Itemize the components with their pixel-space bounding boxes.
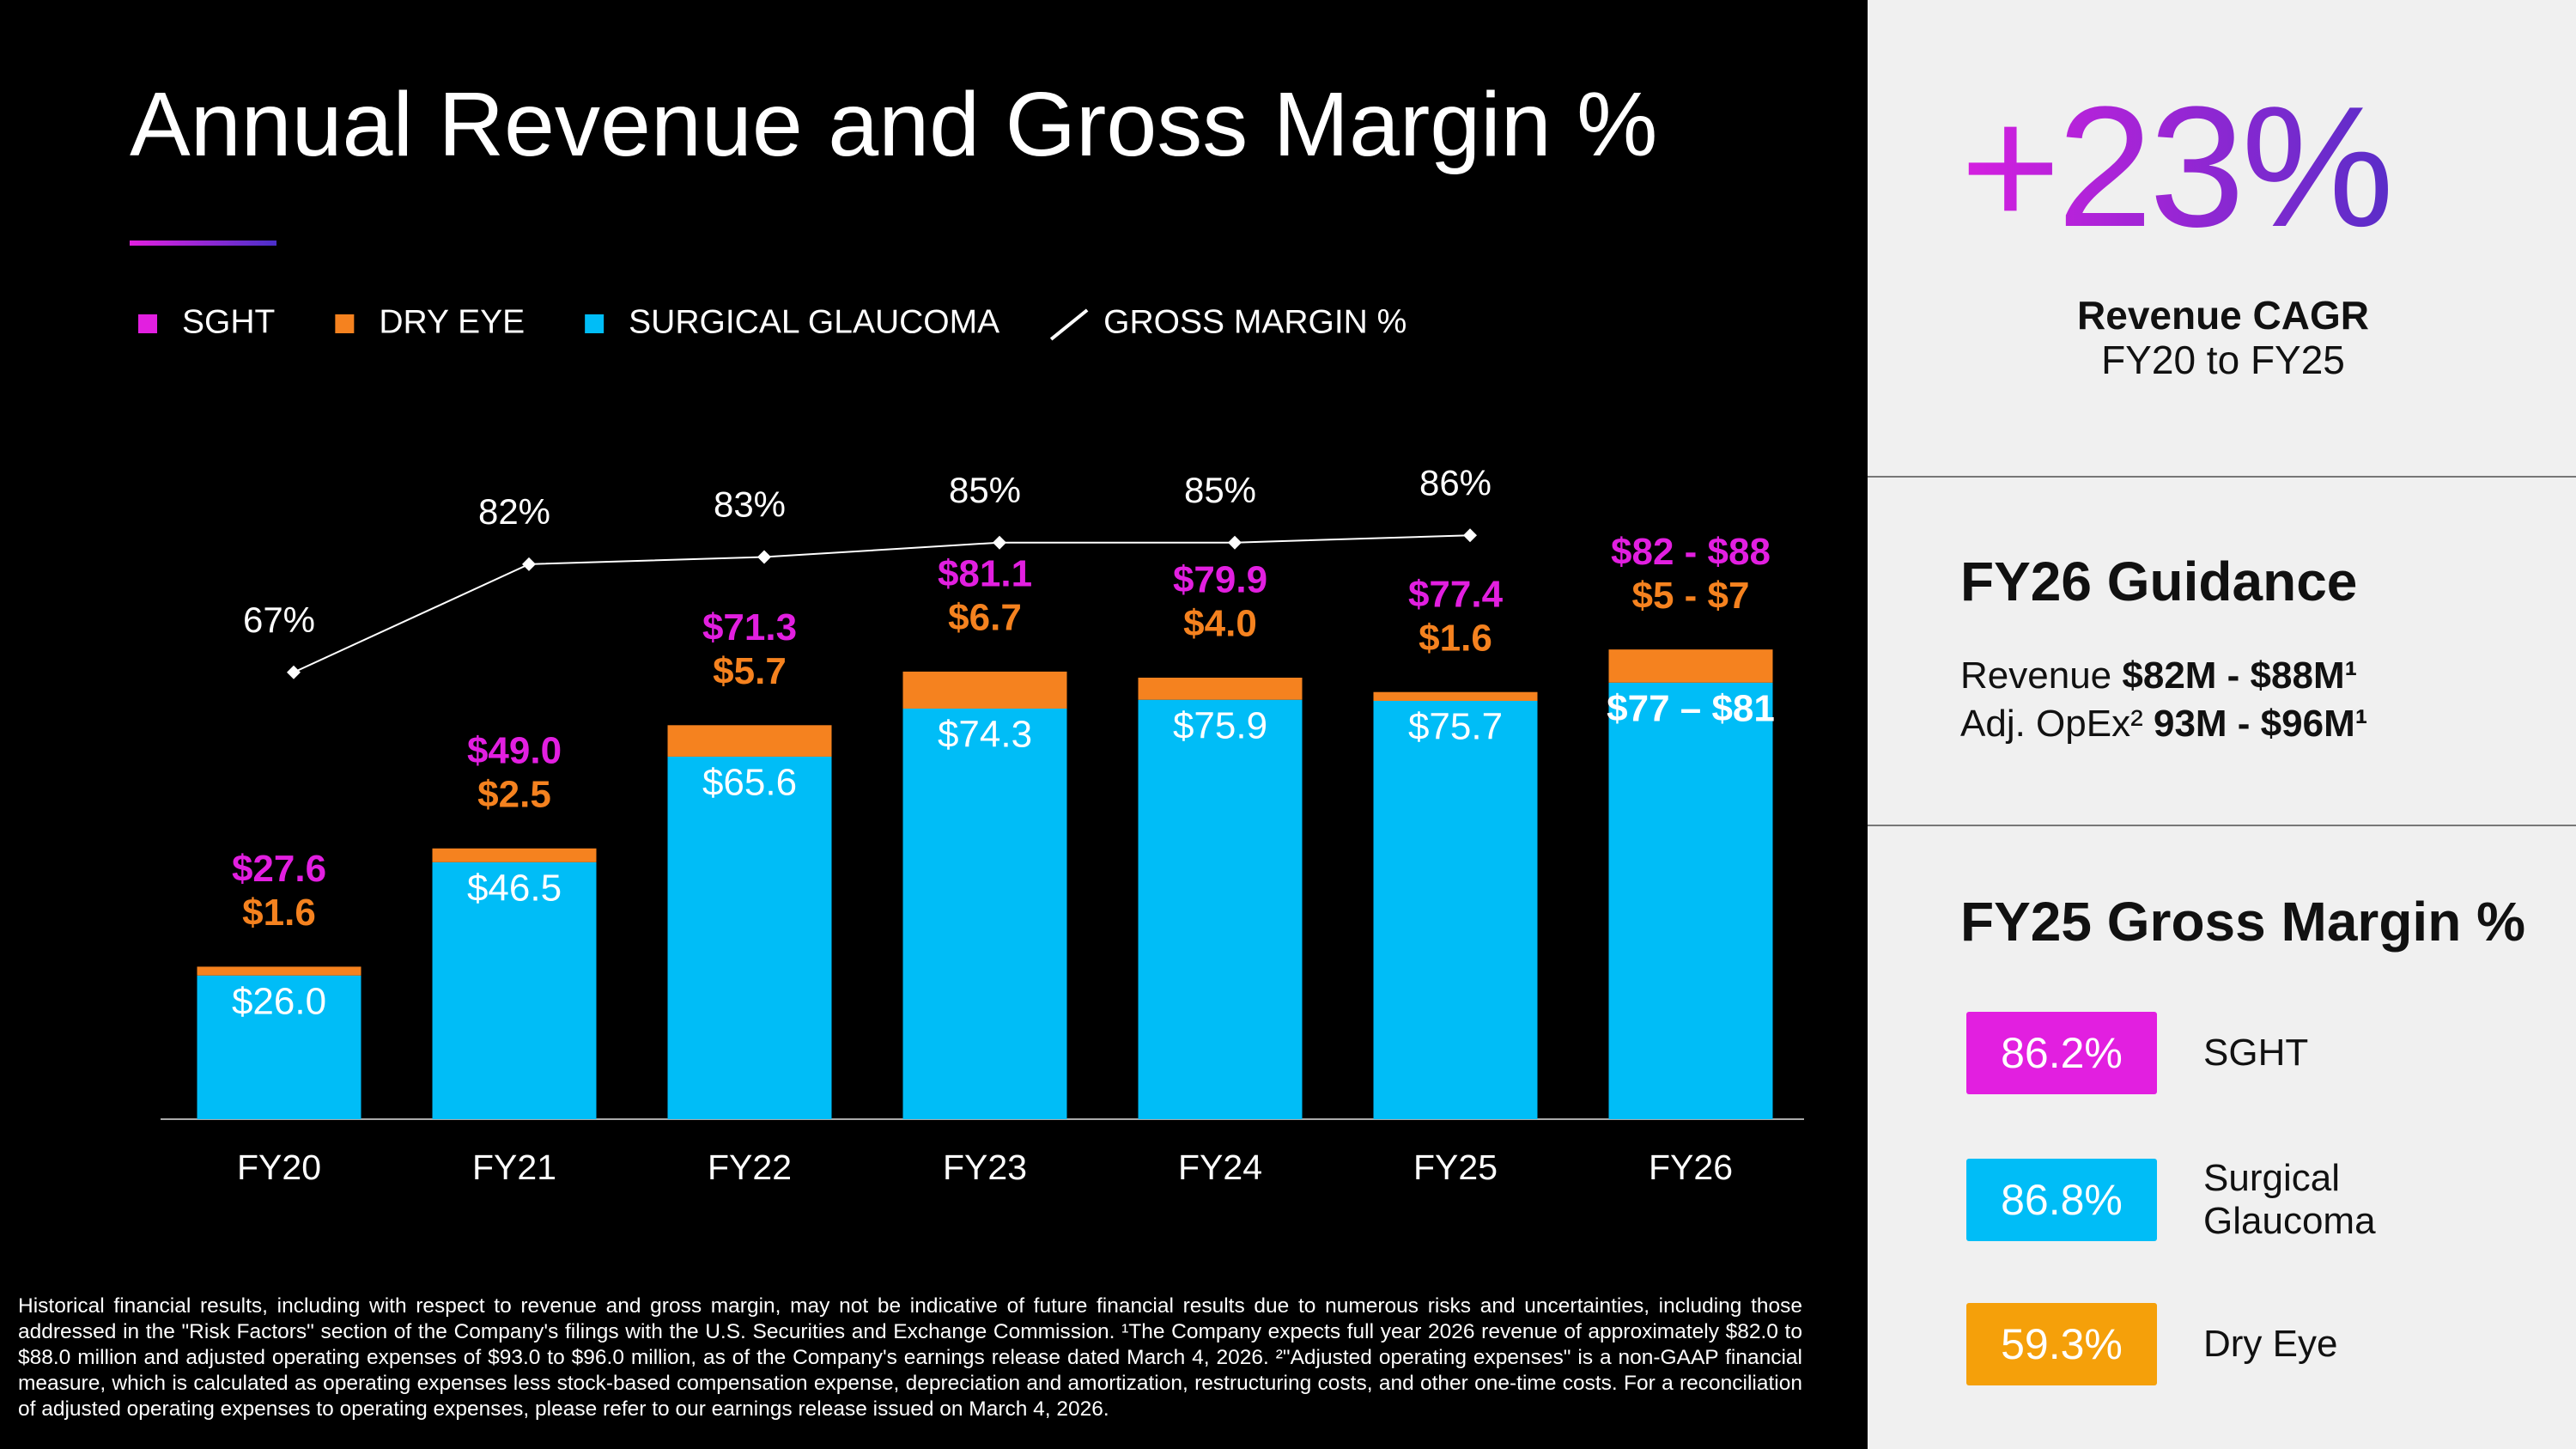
line-label: 82% (478, 491, 550, 532)
cagr-label: Revenue CAGR (2077, 293, 2369, 338)
line-label: 85% (1184, 470, 1256, 510)
bar (902, 671, 1067, 709)
bar (1138, 677, 1303, 700)
footnote: Historical financial results, including … (18, 1294, 1802, 1421)
legend-label: DRY EYE (379, 303, 525, 340)
legend-label: GROSS MARGIN % (1103, 303, 1406, 340)
line-label: 85% (949, 470, 1021, 510)
total-label: $27.6 (232, 848, 326, 890)
total-label: $79.9 (1173, 559, 1267, 601)
cagr-period: FY20 to FY25 (2101, 338, 2345, 382)
margin-badge: 86.8% (1966, 1159, 2157, 1241)
bar (1373, 691, 1538, 701)
cagr-value: +23% (1960, 71, 2394, 263)
bar-label: $75.9 (1173, 704, 1267, 746)
bar (432, 861, 597, 1119)
divider (1868, 825, 2576, 826)
margin-badge: 86.2% (1966, 1012, 2157, 1094)
guidance-title: FY26 Guidance (1960, 551, 2358, 612)
bar-label: $5 - $7 (1632, 575, 1750, 617)
bar-label: $2.5 (477, 773, 551, 815)
legend-label: SGHT (182, 303, 275, 340)
total-label: $77.4 (1408, 573, 1504, 615)
x-tick-label: FY23 (943, 1148, 1027, 1187)
line-point (993, 535, 1006, 550)
bar-label: $74.3 (938, 714, 1032, 756)
bar (1373, 700, 1538, 1119)
line-point (1463, 528, 1477, 543)
line-label: 67% (243, 600, 315, 640)
bar-label: $4.0 (1183, 603, 1257, 645)
line-point (1228, 535, 1242, 550)
bar (1608, 682, 1773, 1119)
legend-swatch (335, 314, 355, 333)
line-point (287, 665, 301, 679)
line-label: 83% (714, 484, 786, 525)
bar-label: $26.0 (232, 980, 326, 1022)
guidance-label: Revenue (1960, 654, 2112, 697)
legend-line (1049, 308, 1089, 341)
total-label: $82 - $88 (1611, 531, 1771, 573)
bar (197, 966, 361, 976)
x-tick-label: FY21 (472, 1148, 556, 1187)
bar-label: $5.7 (713, 650, 787, 692)
bar (667, 725, 832, 757)
bar-label: $6.7 (948, 597, 1022, 639)
line-label: 86% (1419, 462, 1492, 502)
margin-label: Dry Eye (2203, 1323, 2338, 1365)
bar (902, 709, 1067, 1119)
margin-badge: 59.3% (1966, 1303, 2157, 1385)
margins-title: FY25 Gross Margin % (1960, 891, 2525, 953)
line (293, 534, 1471, 673)
guidance-label: Adj. OpEx² (1960, 703, 2143, 745)
guidance-line: Adj. OpEx² 93M - $96M¹ (1960, 703, 2367, 746)
legend-swatch (585, 314, 605, 333)
total-label: $49.0 (467, 729, 562, 771)
divider (1868, 476, 2576, 478)
guidance-value: 93M - $96M¹ (2153, 703, 2368, 745)
sidebar: +23% Revenue CAGR FY20 to FY25 FY26 Guid… (1868, 0, 2576, 1449)
chart-panel: Annual Revenue and Gross Margin % SGHT DR… (0, 0, 1868, 1449)
legend-swatch (138, 314, 157, 333)
bar-label: $46.5 (467, 867, 562, 909)
bar-label: $1.6 (242, 892, 316, 934)
bar (197, 975, 361, 1119)
line-point (522, 557, 536, 571)
guidance-line: Revenue $82M - $88M¹ (1960, 654, 2357, 697)
bar (1138, 699, 1303, 1119)
total-label: $81.1 (938, 553, 1032, 595)
title-underline (130, 240, 276, 246)
chart-title: Annual Revenue and Gross Margin % (130, 74, 1657, 175)
x-tick-label: FY20 (237, 1148, 321, 1187)
bar-label: $77 – $81 (1607, 687, 1775, 729)
total-label: $71.3 (702, 606, 797, 648)
x-tick-label: FY24 (1178, 1148, 1262, 1187)
guidance-value: $82M - $88M¹ (2122, 654, 2358, 697)
x-tick-label: FY22 (708, 1148, 792, 1187)
bar (1608, 649, 1773, 683)
line-point (757, 550, 771, 564)
bar-label: $75.7 (1408, 706, 1503, 748)
bar (432, 848, 597, 862)
legend-label: SURGICAL GLAUCOMA (629, 303, 999, 340)
margin-label: Surgical Glaucoma (2203, 1157, 2376, 1242)
margin-label: SGHT (2203, 1032, 2309, 1074)
bar (667, 756, 832, 1119)
x-tick-label: FY26 (1649, 1148, 1733, 1187)
bar-label: $65.6 (702, 762, 797, 804)
chart: Annual Revenue and Gross Margin % SGHT DR… (130, 74, 1804, 1187)
bar-label: $1.6 (1419, 617, 1492, 659)
x-tick-label: FY25 (1413, 1148, 1498, 1187)
